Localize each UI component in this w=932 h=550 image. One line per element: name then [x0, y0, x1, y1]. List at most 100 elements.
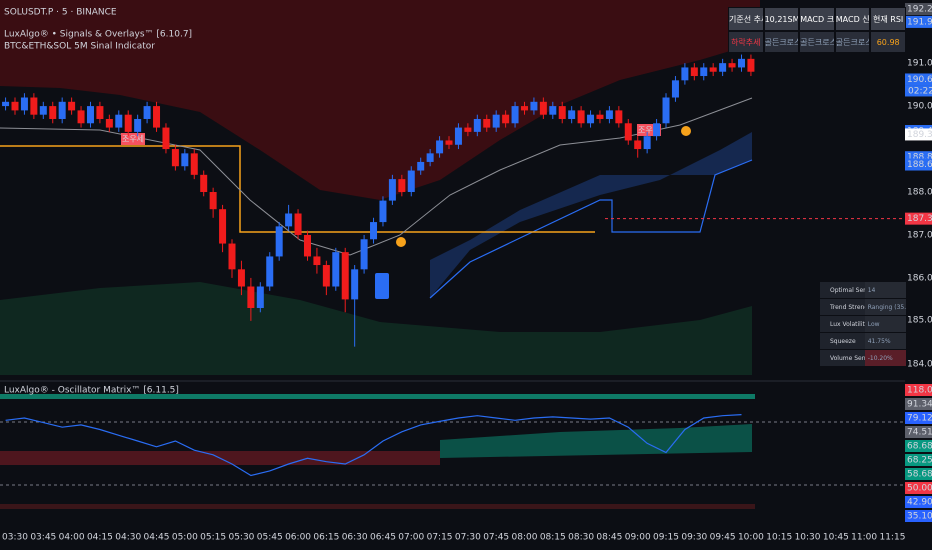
x-tick-label: 09:00: [625, 533, 651, 543]
table-cell: 골든크로스: [763, 31, 800, 53]
resistance-cloud: [0, 0, 760, 200]
osc-label-box: [905, 384, 932, 396]
price-label: 192.26: [907, 5, 932, 15]
candle-body: [266, 256, 274, 287]
x-tick-label: 07:15: [427, 533, 453, 543]
candle-body: [681, 67, 689, 81]
x-tick-label: 07:30: [455, 533, 481, 543]
dashboard-row: Trend StrengthRanging (35.63%): [820, 299, 906, 316]
indicator-title: BTC&ETH&SOL 5M Sinal Indicator: [4, 42, 155, 52]
osc-strip-bottom: [0, 504, 755, 509]
candle-body: [124, 114, 132, 132]
dashboard-row: Lux Volatility Low: [820, 316, 906, 333]
candle-body: [558, 106, 566, 119]
osc-label-box: [905, 496, 932, 508]
table-header-row: 기준선 추세10,21SMA 신호MACD 크로스MACD 신호현재 RSI: [728, 7, 906, 31]
table-header: MACD 신호: [834, 7, 871, 31]
candle-body: [219, 209, 227, 244]
candle-body: [30, 97, 38, 115]
x-tick-label: 04:45: [144, 533, 170, 543]
osc-label: 74.51: [907, 428, 932, 438]
candle-body: [275, 226, 283, 257]
price-label: 188.64: [907, 160, 932, 170]
candle-body: [228, 243, 236, 270]
candle-body: [709, 67, 717, 72]
price-label-box: [905, 15, 932, 28]
bottom-cloud: [0, 282, 752, 375]
osc-label-box: [905, 412, 932, 424]
x-tick-label: 04:15: [87, 533, 113, 543]
y-tick-label: 184.00: [907, 359, 932, 369]
x-tick-label: 09:15: [653, 533, 679, 543]
candle-body: [256, 286, 264, 308]
dashboard-value: 41.75%: [864, 333, 906, 349]
price-label: 190.62: [907, 75, 932, 85]
osc-label: 68.68: [907, 442, 932, 452]
dashboard-key: Squeeze: [820, 333, 865, 349]
candle-body: [332, 252, 340, 287]
candle-body: [351, 269, 359, 300]
table-cell: 골든크로스: [799, 31, 835, 53]
candle-body: [454, 127, 462, 145]
candle-body: [596, 114, 604, 119]
dashboard-value: -10.20%: [864, 350, 906, 366]
candle-body: [426, 153, 434, 162]
candle-body: [341, 252, 349, 300]
candle-body: [134, 118, 142, 132]
candle-body: [747, 58, 755, 72]
signal-label: 조우세: [638, 126, 660, 135]
candle-body: [379, 200, 387, 223]
price-label-box: [905, 3, 932, 16]
table-header: 기준선 추세: [728, 7, 764, 31]
candle-body: [436, 140, 444, 154]
y-tick-label: 190.00: [907, 102, 932, 112]
x-tick-label: 10:30: [795, 533, 821, 543]
x-tick-label: 09:45: [710, 533, 736, 543]
candle-body: [388, 179, 396, 201]
price-label: 191.96: [907, 17, 932, 27]
x-tick-label: 04:30: [115, 533, 141, 543]
x-tick-label: 11:00: [851, 533, 877, 543]
x-tick-label: 11:15: [879, 533, 905, 543]
table-row: 하락추세 골든크로스 골든크로스 골든크로스 60.98: [728, 31, 906, 53]
candle-body: [728, 63, 736, 68]
dashboard: Optimal Sensitivity14Trend StrengthRangi…: [820, 282, 906, 367]
dashboard-key: Volume Sentiment: [820, 350, 865, 366]
candle-body: [605, 110, 613, 119]
dashboard-row: Optimal Sensitivity14: [820, 282, 906, 299]
candle-body: [483, 118, 491, 128]
x-tick-label: 04:00: [59, 533, 85, 543]
candle-body: [634, 140, 642, 150]
y-tick-label: 185.02: [907, 316, 932, 326]
dashboard-key: Trend Strength: [820, 299, 865, 315]
candle-body: [719, 63, 727, 72]
x-tick-label: 06:30: [342, 533, 368, 543]
candle-body: [190, 153, 198, 175]
dashboard-value: 14: [864, 282, 906, 298]
candle-body: [370, 222, 378, 240]
candle-body: [549, 106, 557, 115]
x-tick-label: 10:00: [738, 533, 764, 543]
candle-body: [237, 269, 245, 287]
candle-body: [568, 110, 576, 119]
table-cell: 골든크로스: [834, 31, 871, 53]
x-tick-label: 05:45: [257, 533, 283, 543]
candle-body: [49, 106, 57, 119]
countdown-box: [905, 85, 932, 97]
candle-body: [445, 140, 453, 145]
x-tick-label: 08:15: [540, 533, 566, 543]
candle-body: [68, 101, 76, 111]
candle-body: [587, 114, 595, 124]
osc-label-box: [905, 440, 932, 452]
x-tick-label: 08:30: [568, 533, 594, 543]
candle-body: [143, 106, 151, 119]
y-tick-label: 186.00: [907, 273, 932, 283]
osc-label: 50.00: [907, 484, 932, 494]
trend-line: [0, 145, 595, 233]
x-tick-label: 03:30: [2, 533, 28, 543]
price-label: 188.81: [907, 153, 932, 163]
candle-body: [737, 58, 745, 68]
price-label: 189.34: [907, 130, 932, 140]
